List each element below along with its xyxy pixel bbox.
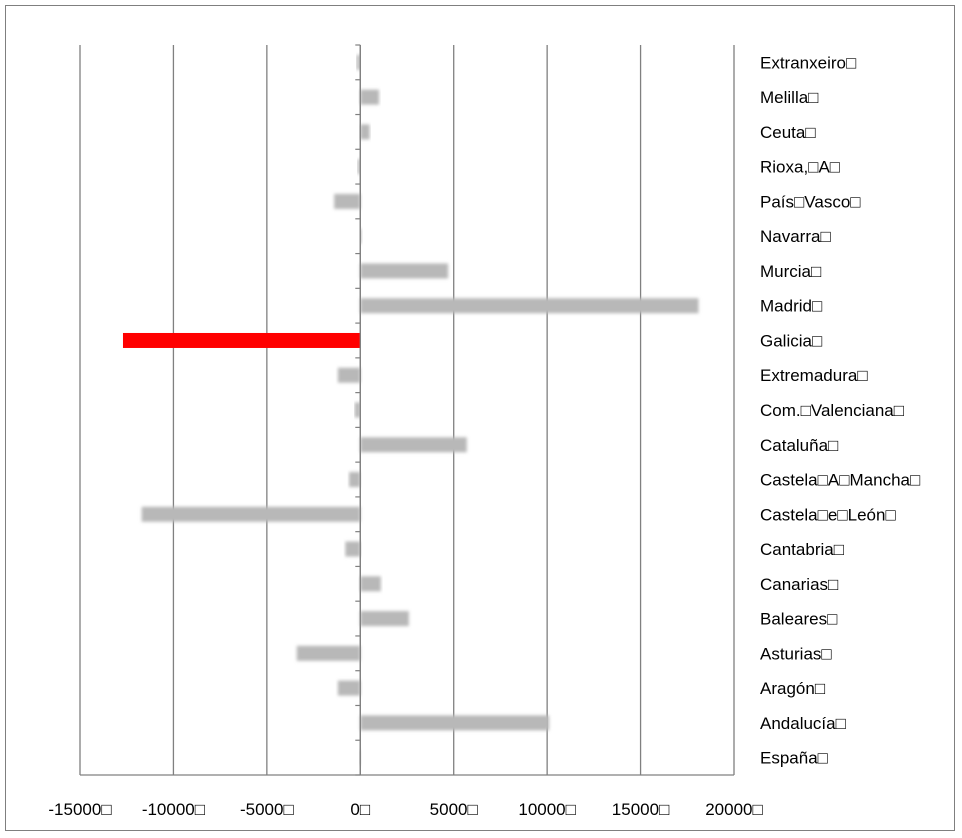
category-label: Castela□A□Mancha□ [760,471,920,490]
category-label: Cantabria□ [760,540,844,559]
x-tick-label: 10000□ [518,800,576,819]
bar [360,576,381,592]
category-label: Andalucía□ [760,714,846,733]
bars [122,54,699,766]
bar [360,611,409,627]
bar [356,54,361,70]
bar-highlighted [122,332,361,348]
category-label: España□ [760,749,828,768]
category-label: Baleares□ [760,610,837,629]
bar [349,472,361,488]
category-label: Extremadura□ [760,366,868,385]
bar [345,541,361,557]
bar [360,228,363,244]
x-tick-label: 5000□ [430,800,478,819]
chart-frame [5,5,955,831]
category-label: Navarra□ [760,227,831,246]
x-tick-label: 20000□ [705,800,763,819]
category-label: Ceuta□ [760,123,816,142]
category-labels: Extranxeiro□ Melilla□ Ceuta□ Rioxa,□A□ País□… [760,53,920,767]
category-label: Canarias□ [760,575,838,594]
category-label: Rioxa,□A□ [760,158,840,177]
category-label: Castela□e□León□ [760,505,896,524]
axes [80,44,734,776]
bar [354,402,361,418]
x-tick-label: 0□ [350,800,370,819]
x-tick-label: -15000□ [48,800,111,819]
bar [141,506,361,522]
bar [360,124,370,140]
bar [360,298,699,314]
bar [296,645,361,661]
grid-lines [79,45,735,775]
category-label: País□Vasco□ [760,192,861,211]
category-label: Melilla□ [760,88,818,107]
x-tick-label: 15000□ [612,800,670,819]
category-label: Murcia□ [760,262,821,281]
bar [337,367,361,383]
bar [360,263,449,279]
category-label: Extranxeiro□ [760,53,856,72]
bar [360,437,467,453]
x-tick-labels: -15000□ -10000□ -5000□ 0□ 5000□ 10000□ 15000□ 2… [48,800,762,819]
category-label: Cataluña□ [760,436,838,455]
bar [334,193,361,209]
category-label: Asturias□ [760,644,832,663]
category-label: Com.□Valenciana□ [760,401,904,420]
x-tick-label: -10000□ [142,800,205,819]
category-label: Aragón□ [760,679,825,698]
category-label: Madrid□ [760,297,822,316]
bar [337,680,361,696]
bar [360,715,550,731]
bar [360,89,379,105]
category-label: Galicia□ [760,331,822,350]
bar [357,159,361,175]
x-tick-label: -5000□ [240,800,294,819]
